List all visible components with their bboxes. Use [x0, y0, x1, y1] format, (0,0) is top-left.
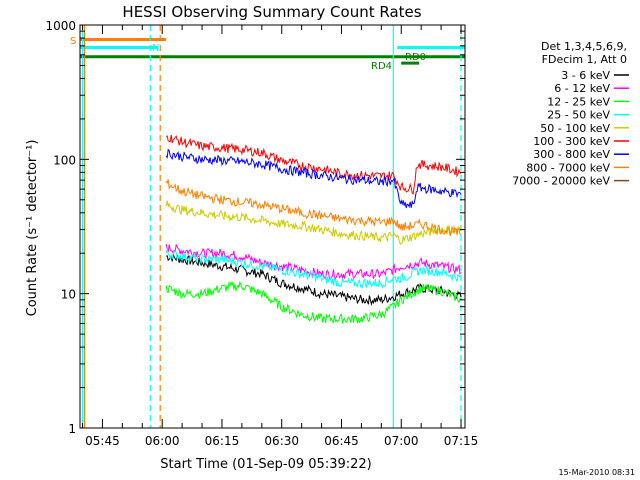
legend-label: 7000 - 20000 keV [512, 175, 610, 188]
y-tick-label: 100 [53, 153, 76, 167]
series-line-0 [165, 253, 462, 307]
series-line-6 [165, 148, 462, 209]
legend-header-line1: Det 1,3,4,5,6,9, [541, 40, 627, 53]
legend-label: 25 - 50 keV [547, 109, 610, 122]
series-line-4 [165, 200, 462, 246]
series-line-7 [165, 179, 462, 237]
series-line-2 [165, 280, 462, 324]
legend-label: 12 - 25 keV [547, 95, 610, 108]
legend-header-line2: FDecim 1, Att 0 [542, 53, 627, 66]
x-tick-label: 05:45 [85, 434, 120, 448]
x-tick-label: 06:00 [145, 434, 180, 448]
x-tick-label: 07:00 [384, 434, 419, 448]
legend: Det 1,3,4,5,6,9, FDecim 1, Att 0 3 - 6 k… [512, 40, 629, 188]
chart-title: HESSI Observing Summary Count Rates [122, 3, 421, 21]
interval-label-rd4: RD4 [371, 61, 392, 72]
footer-date: 15-Mar-2010 08:31 [559, 468, 636, 477]
x-tick-label: 06:45 [324, 434, 359, 448]
y-tick-label: 1000 [45, 19, 76, 33]
legend-label: 800 - 7000 keV [526, 161, 610, 174]
x-tick-label: 07:15 [444, 434, 479, 448]
y-tick-label: 10 [61, 288, 76, 302]
series-line-1 [165, 243, 462, 280]
plot-frame [79, 24, 466, 429]
legend-label: 3 - 6 keV [561, 69, 610, 82]
interval-label-rd0: RD0 [405, 52, 426, 63]
plot-area: 1 10 100 1000 05:45 06:00 06:15 06:30 06:45 07:0… [45, 19, 478, 448]
interval-label-n: N [152, 43, 159, 54]
legend-label: 300 - 800 keV [533, 148, 610, 161]
x-tick-label: 06:15 [205, 434, 240, 448]
x-axis-label: Start Time (01-Sep-09 05:39:22) [160, 457, 371, 472]
interval-label-s: S [70, 36, 76, 47]
legend-label: 50 - 100 keV [540, 122, 610, 135]
series-line-3 [165, 247, 462, 289]
legend-label: 6 - 12 keV [554, 82, 610, 95]
y-axis-label: Count Rate (s⁻¹ detector⁻¹) [25, 140, 40, 317]
legend-label: 100 - 300 keV [533, 135, 610, 148]
y-tick-label: 1 [68, 422, 76, 436]
x-tick-label: 06:30 [264, 434, 299, 448]
series-line-5 [165, 134, 462, 195]
